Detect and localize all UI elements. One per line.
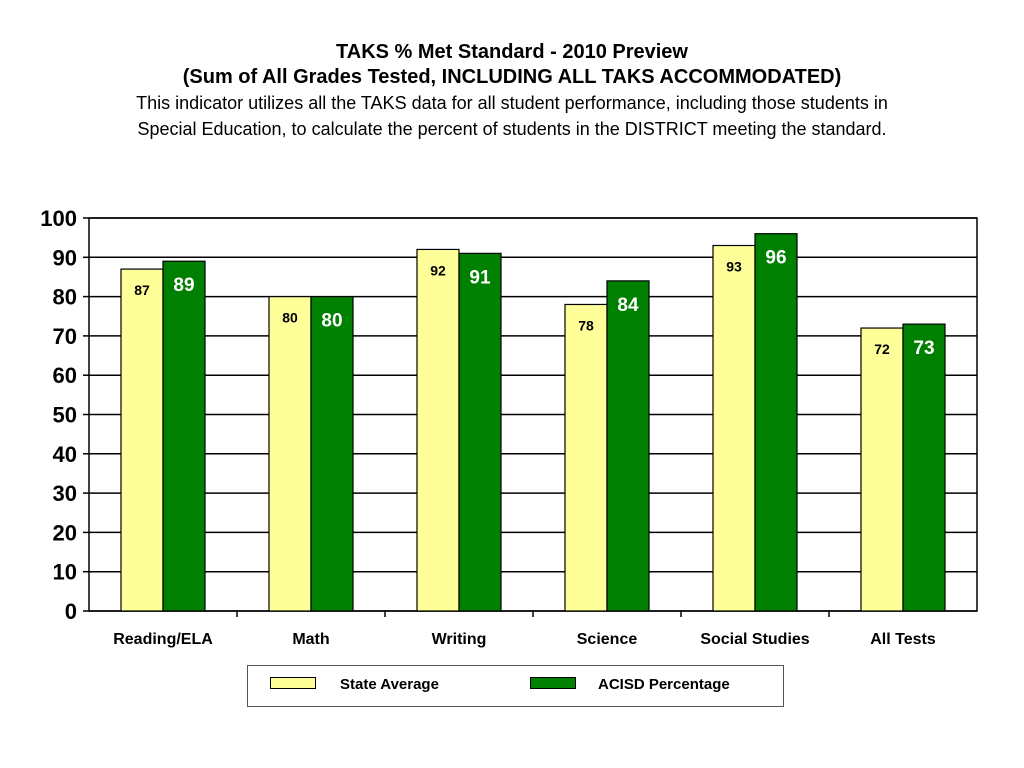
data-label-acisd-percentage-science: 84 [617,295,639,316]
data-label-state-average-all-tests: 72 [874,341,890,357]
bar-chart: 0 10 20 30 40 50 60 70 80 90 100 87 89 Reading/ELA 80 8… [40,206,978,648]
x-tick-label-writing: Writing [432,631,487,648]
chart-title-block: TAKS % Met Standard - 2010 Preview (Sum … [0,40,1024,142]
data-label-state-average-science: 78 [578,317,594,333]
data-label-state-average-social-studies: 93 [726,259,742,275]
y-tick-label-0: 0 [65,599,77,624]
y-tick-label-20: 20 [53,520,77,545]
data-label-state-average-writing: 92 [430,262,446,278]
data-label-acisd-percentage-math: 80 [321,311,342,332]
x-tick-label-all-tests: All Tests [870,631,936,648]
chart-subtitle: (Sum of All Grades Tested, INCLUDING ALL… [182,66,842,88]
y-tick-label-80: 80 [53,285,77,310]
data-label-acisd-percentage-all-tests: 73 [913,338,934,359]
x-tick-label-reading-ela: Reading/ELA [113,631,213,648]
y-tick-label-50: 50 [53,403,77,428]
bar-acisd-percentage-writing [458,252,502,612]
chart-description: This indicator utilizes all the TAKS dat… [136,93,888,139]
bar-acisd-percentage-social-studies [754,233,798,612]
bar-state-average-all-tests [860,327,904,612]
bar-state-average-science [564,303,608,612]
y-tick-label-70: 70 [53,324,77,349]
data-label-acisd-percentage-writing: 91 [469,267,491,288]
chart-legend: State Average ACISD Percentage [247,665,784,707]
data-label-state-average-reading-ela: 87 [134,282,150,298]
legend-swatch-acisd-percentage [530,677,576,689]
bar-acisd-percentage-reading-ela [162,260,206,612]
legend-swatch-state-average [270,677,316,689]
bar-state-average-social-studies [712,244,756,612]
data-label-state-average-math: 80 [282,310,298,326]
bar-state-average-writing [416,248,460,612]
legend-label-state-average: State Average [340,676,439,693]
bar-acisd-percentage-all-tests [902,323,946,612]
x-tick-label-social-studies: Social Studies [700,631,809,648]
bar-state-average-math [268,295,312,612]
y-tick-label-90: 90 [53,245,77,270]
bar-acisd-percentage-math [310,295,354,612]
y-tick-label-100: 100 [40,206,77,231]
y-tick-label-40: 40 [53,442,77,467]
data-label-acisd-percentage-reading-ela: 89 [173,275,194,296]
y-tick-label-60: 60 [53,363,77,388]
x-tick-label-math: Math [292,631,329,648]
bar-state-average-reading-ela [120,268,164,612]
data-label-acisd-percentage-social-studies: 96 [765,248,786,269]
legend-label-acisd-percentage: ACISD Percentage [598,676,730,693]
y-tick-label-30: 30 [53,481,77,506]
bar-acisd-percentage-science [606,280,650,612]
chart-title: TAKS % Met Standard - 2010 Preview [336,41,688,63]
y-tick-label-10: 10 [53,560,77,585]
x-tick-label-science: Science [577,631,638,648]
